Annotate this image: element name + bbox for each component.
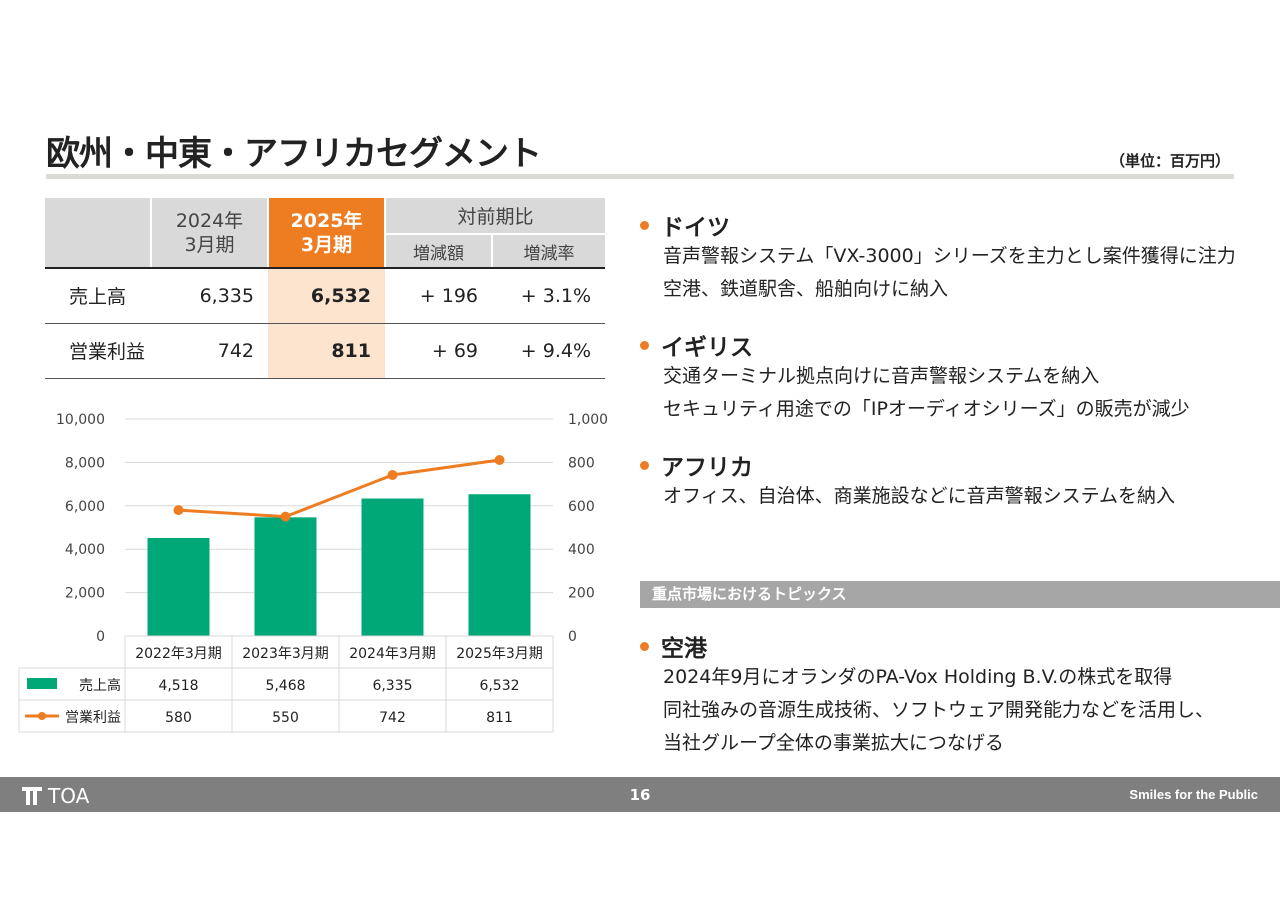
header-prev-year: 2024年 3月期 [151, 198, 269, 269]
topic-heading: 空港 [661, 636, 707, 662]
data-label: 550 [272, 710, 299, 726]
row-rate-value: + 3.1% [520, 284, 591, 307]
data-label: 742 [379, 710, 406, 726]
point-operating-profit [280, 511, 291, 522]
left-tick-label: 8,000 [65, 455, 105, 471]
combo-chart: 0 0 2,000 200 4,000 400 6,000 600 8,000 800 10,000… [18, 412, 608, 733]
point-operating-profit [173, 505, 184, 516]
header-diff: 増減額 [384, 234, 493, 269]
legend-line-marker [38, 712, 46, 720]
right-tick-label: 1,000 [568, 412, 608, 428]
right-tick-label: 0 [568, 629, 577, 645]
topic-heading: ドイツ [661, 215, 730, 241]
left-tick-label: 10,000 [56, 412, 105, 428]
topic-africa: アフリカ オフィス、自治体、商業施設などに音声警報システムを納入 [640, 450, 1175, 513]
point-operating-profit [387, 469, 398, 480]
right-tick-label: 200 [568, 586, 595, 602]
category-label: 2024年3月期 [349, 646, 436, 662]
topic-airport: 空港 2024年9月にオランダのPA-Vox Holding B.V.の株式を取… [640, 631, 1214, 760]
legend-label: 売上高 [79, 677, 121, 694]
legend-bar-swatch [27, 678, 57, 689]
row-diff-value: + 196 [419, 284, 478, 307]
title-underline [46, 174, 1234, 179]
row-label: 営業利益 [69, 341, 146, 363]
topic-germany: ドイツ 音声警報システム「VX-3000」シリーズを主力とし案件獲得に注力 空港… [640, 210, 1236, 306]
legend-label: 営業利益 [65, 710, 121, 726]
row-label: 売上高 [69, 286, 127, 309]
focus-market-band: 重点市場におけるトピックス [640, 581, 1280, 608]
data-label: 5,468 [265, 678, 305, 694]
topic-heading: イギリス [661, 335, 753, 361]
row-prev-value: 742 [217, 339, 254, 362]
data-label: 580 [165, 710, 192, 726]
bullet-icon [640, 220, 649, 230]
row-current-value: 6,532 [268, 268, 385, 323]
toa-logo-icon [22, 787, 42, 805]
right-tick-label: 600 [568, 499, 595, 515]
right-tick-label: 800 [568, 455, 595, 471]
topic-line: 交通ターミナル拠点向けに音声警報システムを納入 [663, 365, 1100, 387]
row-prev-value: 6,335 [199, 284, 254, 307]
point-operating-profit [494, 455, 505, 466]
row-rate-value: + 9.4% [520, 339, 591, 362]
page-title: 欧州・中東・アフリカセグメント [46, 134, 542, 174]
bar-net-sales [468, 494, 531, 636]
table-corner [45, 198, 152, 269]
header-rate: 増減率 [492, 234, 605, 269]
left-tick-label: 6,000 [65, 499, 105, 515]
data-label: 6,335 [372, 678, 412, 694]
header-prev-line1: 2024年 [175, 209, 244, 232]
header-prev-line2: 3月期 [184, 233, 235, 256]
category-label: 2022年3月期 [135, 646, 222, 662]
table-row: 売上高 6,335 6,532 + 196 + 3.1% [45, 268, 605, 323]
logo-text: TOA [48, 784, 90, 808]
topic-line: 音声警報システム「VX-3000」シリーズを主力とし案件獲得に注力 [663, 245, 1236, 267]
bullet-icon [640, 460, 649, 470]
page-number: 16 [629, 786, 651, 804]
table-row: 営業利益 742 811 + 69 + 9.4% [45, 323, 605, 378]
bar-net-sales [254, 517, 317, 636]
header-current-year: 2025年 3月期 [268, 198, 385, 269]
footer-bar: TOA 16 Smiles for the Public [0, 777, 1280, 812]
right-tick-label: 400 [568, 542, 595, 558]
summary-table: 2024年 3月期 2025年 3月期 対前期比 増減額 増減率 売上高 6,3… [45, 198, 605, 379]
data-label: 4,518 [158, 678, 198, 694]
toa-logo: TOA [22, 784, 89, 808]
bullet-icon [640, 641, 649, 651]
topic-heading: アフリカ [661, 455, 753, 481]
category-label: 2025年3月期 [456, 646, 543, 662]
data-label: 6,532 [479, 678, 519, 694]
row-current-value: 811 [268, 323, 385, 378]
left-tick-label: 2,000 [65, 586, 105, 602]
left-tick-label: 4,000 [65, 542, 105, 558]
left-tick-label: 0 [96, 629, 105, 645]
tagline: Smiles for the Public [1129, 787, 1258, 802]
row-diff-value: + 69 [431, 339, 478, 362]
topic-line: 2024年9月にオランダのPA-Vox Holding B.V.の株式を取得 [663, 666, 1173, 688]
topic-line: セキュリティ用途での「IPオーディオシリーズ」の販売が減少 [663, 398, 1190, 420]
line-operating-profit [178, 458, 500, 519]
bar-net-sales [361, 498, 424, 636]
category-label: 2023年3月期 [242, 646, 329, 662]
header-cur-line2: 3月期 [300, 233, 353, 256]
bullet-icon [640, 340, 649, 350]
unit-label: （単位：百万円） [1109, 152, 1230, 170]
topic-line: 当社グループ全体の事業拡大につなげる [663, 732, 1004, 754]
header-yoy: 対前期比 [384, 198, 605, 235]
topic-uk: イギリス 交通ターミナル拠点向けに音声警報システムを納入 セキュリティ用途での「… [640, 330, 1190, 426]
topic-line: オフィス、自治体、商業施設などに音声警報システムを納入 [663, 485, 1176, 507]
topic-line: 空港、鉄道駅舎、船舶向けに納入 [663, 278, 949, 300]
topic-line: 同社強みの音源生成技術、ソフトウェア開発能力などを活用し、 [663, 699, 1215, 721]
bar-net-sales [147, 537, 210, 636]
data-label: 811 [486, 710, 513, 726]
header-cur-line1: 2025年 [290, 209, 363, 232]
